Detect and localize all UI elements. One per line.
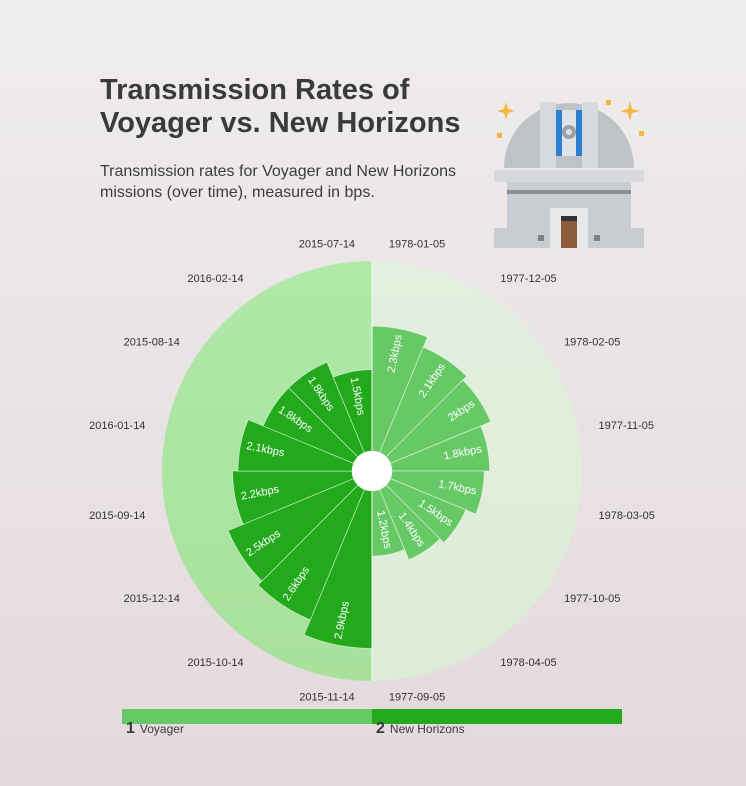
legend-number: 2: [376, 720, 385, 737]
category-label-new-horizons: 2016-01-14: [89, 420, 145, 432]
legend-item-new-horizons: 2 New Horizons: [376, 720, 465, 738]
page-title: Transmission Rates of Voyager vs. New Ho…: [100, 74, 461, 139]
legend-number: 1: [126, 720, 135, 737]
category-label-new-horizons: 2015-07-14: [299, 238, 355, 250]
center-hole: [352, 451, 392, 491]
category-label-new-horizons: 2015-11-14: [299, 691, 354, 703]
category-label-voyager: 1978-04-05: [500, 657, 556, 669]
category-label-new-horizons: 2015-08-14: [124, 337, 180, 349]
legend-label: Voyager: [139, 722, 184, 736]
observatory-icon: [494, 100, 644, 248]
category-label-voyager: 1977-09-05: [389, 691, 445, 703]
category-label-new-horizons: 2015-09-14: [89, 510, 145, 522]
legend-bar-new-horizons: [372, 709, 622, 724]
category-label-voyager: 1977-12-05: [500, 273, 556, 285]
category-label-voyager: 1978-03-05: [599, 510, 655, 522]
category-label-new-horizons: 2015-10-14: [187, 657, 243, 669]
category-label-new-horizons: 2016-02-14: [187, 273, 243, 285]
legend-bar-voyager: [122, 709, 372, 724]
category-label-voyager: 1978-02-05: [564, 337, 620, 349]
page-subtitle: Transmission rates for Voyager and New H…: [100, 163, 456, 201]
legend-label: New Horizons: [389, 722, 465, 736]
legend-item-voyager: 1 Voyager: [126, 720, 184, 738]
category-label-new-horizons: 2015-12-14: [124, 593, 180, 605]
category-label-voyager: 1977-11-05: [599, 420, 654, 432]
category-label-voyager: 1977-10-05: [564, 593, 620, 605]
category-label-voyager: 1978-01-05: [389, 238, 445, 250]
